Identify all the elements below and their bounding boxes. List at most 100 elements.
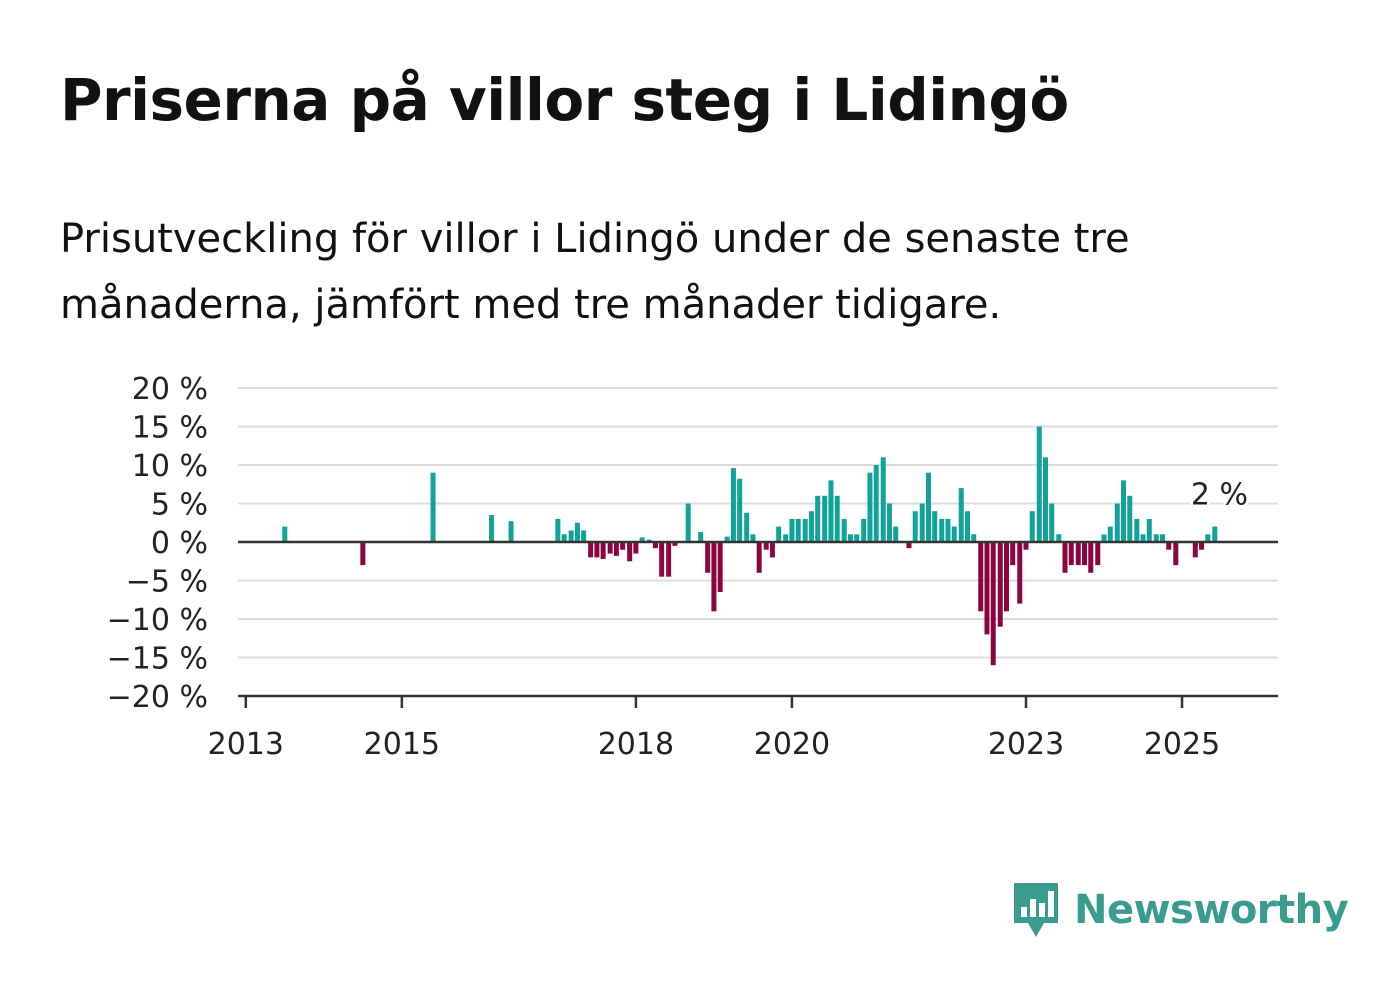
bar — [841, 518, 847, 542]
bar — [1205, 534, 1211, 542]
bar — [880, 457, 886, 542]
chart-title: Priserna på villor steg i Lidingö — [60, 66, 1069, 134]
y-tick-label: −15 % — [107, 642, 208, 677]
tick-labels: 20 %15 %10 %5 %0 %−5 %−10 %−15 %−20 %201… — [107, 372, 1221, 762]
y-tick-label: 0 % — [151, 526, 208, 561]
y-tick-label: 20 % — [132, 372, 208, 407]
axes — [238, 540, 1278, 708]
bar — [1114, 503, 1120, 542]
bar — [873, 465, 879, 542]
bar — [1056, 534, 1062, 542]
bar — [808, 511, 814, 542]
bar — [978, 542, 984, 612]
bar — [1134, 518, 1140, 542]
bar — [1017, 542, 1023, 604]
bar — [1166, 542, 1172, 550]
chart-subtitle: Prisutveckling för villor i Lidingö unde… — [60, 216, 1130, 328]
bar — [633, 542, 639, 554]
bar — [951, 526, 957, 542]
y-tick-label: −10 % — [107, 603, 208, 638]
bar — [730, 468, 736, 542]
newsworthy-logo-icon — [1014, 883, 1058, 937]
gridlines — [238, 387, 1278, 659]
bar — [672, 542, 678, 546]
bar — [834, 495, 840, 542]
bar — [1127, 495, 1133, 542]
bar — [1029, 511, 1035, 542]
bar — [925, 472, 931, 542]
bar — [1095, 542, 1101, 566]
bar — [561, 534, 567, 542]
bar — [508, 521, 514, 542]
y-tick-label: −5 % — [126, 565, 208, 600]
x-tick-label: 2020 — [754, 727, 830, 762]
bar — [964, 511, 970, 542]
newsworthy-logo-text: Newsworthy — [1074, 887, 1349, 933]
bar — [776, 526, 782, 542]
bar — [932, 511, 938, 542]
last-value-annotation: 2 % — [1191, 478, 1248, 513]
bar — [1049, 503, 1055, 542]
bar — [652, 542, 658, 549]
bar — [1212, 526, 1218, 542]
bar — [1075, 542, 1081, 566]
bar — [724, 536, 730, 542]
bar — [489, 515, 495, 542]
bar — [906, 542, 912, 549]
bar — [789, 518, 795, 542]
bar — [737, 478, 743, 542]
y-tick-label: 15 % — [132, 411, 208, 446]
bar — [912, 511, 918, 542]
bar — [802, 518, 808, 542]
bar — [1140, 534, 1146, 542]
bar — [282, 526, 288, 542]
bar — [1068, 542, 1074, 566]
x-tick-label: 2018 — [598, 727, 674, 762]
bar — [1062, 542, 1068, 573]
bar — [1173, 542, 1179, 566]
bar — [815, 495, 821, 542]
bar — [939, 518, 945, 542]
bar — [607, 542, 613, 554]
bar — [997, 542, 1003, 627]
bar — [430, 472, 436, 542]
bar — [756, 542, 762, 573]
bar — [581, 530, 587, 542]
bar — [828, 480, 834, 542]
bar — [600, 542, 606, 559]
bar — [763, 542, 769, 550]
bar — [620, 542, 626, 550]
bar — [1082, 542, 1088, 566]
newsworthy-logo[interactable]: Newsworthy — [1010, 878, 1349, 942]
x-tick-label: 2025 — [1144, 727, 1220, 762]
bar — [847, 534, 853, 542]
bar — [574, 522, 580, 542]
bar — [711, 542, 717, 612]
bar — [867, 472, 873, 542]
bar — [594, 542, 600, 558]
bar — [744, 512, 750, 542]
bar — [627, 542, 633, 562]
bar — [1043, 457, 1049, 542]
bar — [822, 495, 828, 542]
bar — [698, 531, 704, 542]
bar — [1010, 542, 1016, 566]
bars — [282, 426, 1218, 666]
bar — [971, 534, 977, 542]
bar — [1121, 480, 1127, 542]
bar — [666, 542, 672, 577]
bar — [639, 537, 645, 542]
bar — [990, 542, 996, 666]
bar — [1146, 518, 1152, 542]
x-tick-label: 2023 — [988, 727, 1064, 762]
y-tick-label: −20 % — [107, 680, 208, 715]
x-tick-label: 2015 — [364, 727, 440, 762]
bar — [1003, 542, 1009, 612]
bar — [659, 542, 665, 577]
bar — [1160, 534, 1166, 542]
bar — [1192, 542, 1198, 558]
bar — [613, 542, 619, 556]
bar — [555, 518, 561, 542]
bar — [750, 534, 756, 542]
